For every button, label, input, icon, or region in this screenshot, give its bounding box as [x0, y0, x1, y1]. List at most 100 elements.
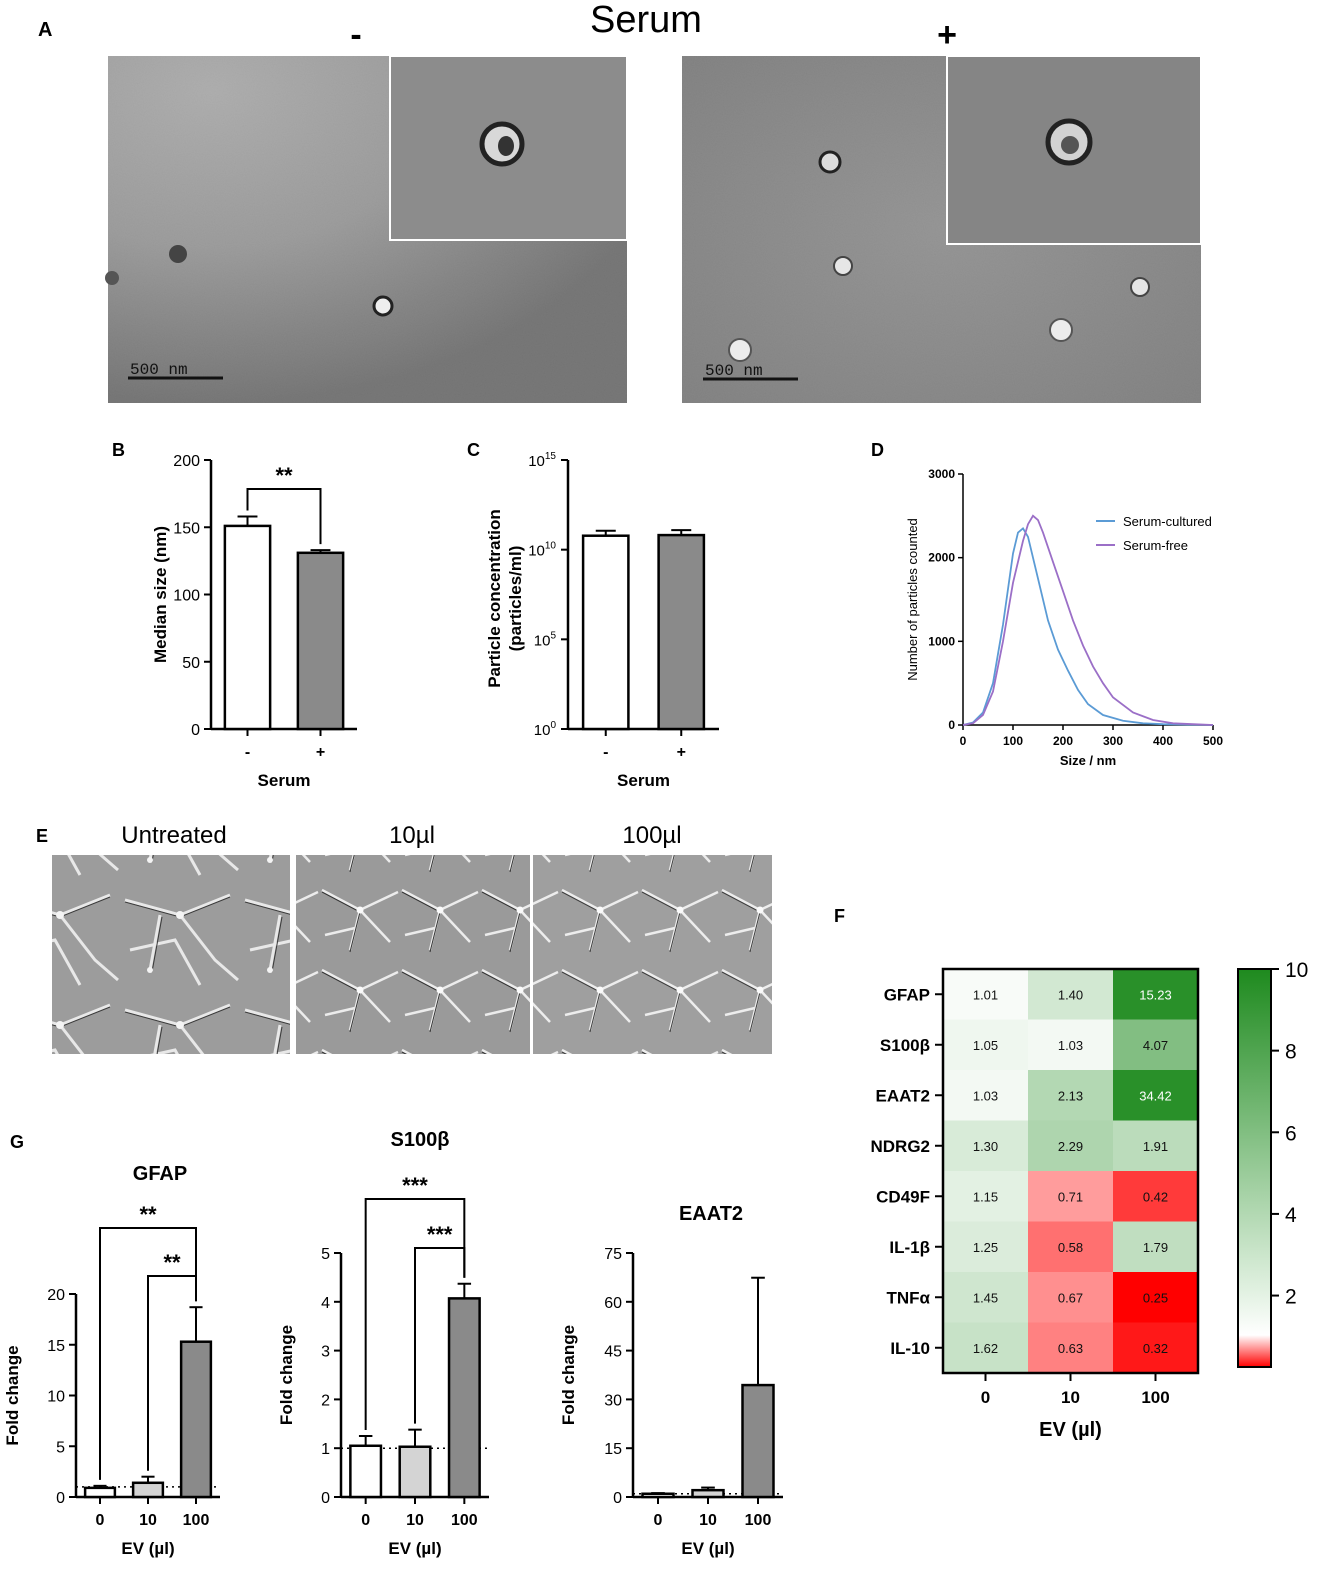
heatmap-cell-label: 15.23 — [1139, 987, 1172, 1002]
heatmap-cell — [1028, 1221, 1113, 1272]
heatmap-cell-label: 1.62 — [973, 1341, 998, 1356]
y-tick-label: 5 — [321, 1246, 330, 1263]
heatmap-cell — [1113, 1322, 1198, 1373]
y-tick-label: 0 — [948, 718, 955, 732]
y-tick-label: 100 — [173, 588, 200, 605]
x-tick-label: - — [245, 744, 250, 761]
panel-e-label-untreated: Untreated — [121, 822, 226, 849]
colorbar-tick-label: 10 — [1285, 959, 1308, 982]
row-label: EAAT2 — [876, 1086, 930, 1105]
significance-bracket — [414, 1247, 466, 1424]
x-tick-label: 400 — [1153, 734, 1173, 748]
heatmap-cell — [943, 1322, 1028, 1373]
heatmap-cell — [943, 969, 1028, 1020]
legend-label: Serum-cultured — [1123, 514, 1212, 529]
y-axis-label: Number of particles counted — [905, 518, 920, 681]
y-tick-label: 1015 — [528, 451, 556, 470]
y-tick-label: 0 — [321, 1490, 330, 1507]
significance-bracket — [364, 1198, 466, 1430]
x-tick-label: 100 — [183, 1512, 210, 1529]
panel-a-minus-label: - — [350, 16, 361, 54]
x-tick-label: 0 — [96, 1512, 105, 1529]
colorbar-tick-label: 2 — [1285, 1286, 1297, 1309]
heatmap-cell-label: 2.13 — [1058, 1088, 1083, 1103]
y-tick-label: 0 — [613, 1490, 622, 1507]
y-tick-exponent: 5 — [550, 630, 556, 641]
y-tick-label: 15 — [604, 1441, 622, 1458]
row-label: TNFα — [887, 1288, 931, 1307]
panel-a: A Serum - + 500 nm — [38, 0, 1202, 403]
x-tick-label: 100 — [451, 1512, 478, 1529]
heatmap-cell-label: 1.79 — [1143, 1240, 1168, 1255]
y-tick-exponent: 15 — [545, 451, 557, 462]
heatmap-cell — [1113, 1019, 1198, 1070]
row-label: NDRG2 — [870, 1137, 930, 1156]
heatmap-cell-label: 1.05 — [973, 1038, 998, 1053]
micrograph-untreated — [52, 855, 290, 1054]
y-tick-label: 105 — [534, 630, 557, 649]
em-image-serum-plus: 500 nm — [682, 55, 1202, 403]
y-tick-label: 150 — [173, 520, 200, 537]
y-tick-label: 5 — [56, 1439, 65, 1456]
x-tick-label: + — [316, 744, 325, 761]
heatmap-cell — [1028, 1019, 1113, 1070]
y-tick-label: 60 — [604, 1295, 622, 1312]
panel-g: G — [10, 1132, 24, 1152]
heatmap-cell-label: 0.71 — [1058, 1189, 1083, 1204]
heatmap-cell-label: 1.30 — [973, 1139, 998, 1154]
column-label: 100 — [1141, 1388, 1169, 1407]
heatmap-cell — [1113, 969, 1198, 1020]
chart-title: EAAT2 — [679, 1203, 743, 1225]
chart-f: F 1.01 1.40 15.23 GFAP 1.05 1.03 4.07 S100β 1.03… — [834, 906, 1308, 1441]
x-tick-label: 10 — [406, 1512, 424, 1529]
y-tick-label: 1 — [321, 1441, 330, 1458]
y-tick-label: 75 — [604, 1246, 622, 1263]
panel-label-f: F — [834, 906, 845, 926]
heatmap-cell-label: 0.58 — [1058, 1240, 1083, 1255]
y-tick-label: 3000 — [928, 467, 955, 481]
x-tick-label: 0 — [654, 1512, 663, 1529]
x-axis-label: Serum — [617, 771, 670, 790]
bar — [741, 1383, 775, 1499]
bar — [131, 1481, 165, 1499]
heatmap-cell — [1028, 1322, 1113, 1373]
y-tick-exponent: 0 — [550, 720, 556, 731]
heatmap-cell — [1113, 1171, 1198, 1222]
x-tick-label: 100 — [745, 1512, 772, 1529]
x-axis-label: EV (µl) — [681, 1539, 734, 1558]
significance-label: ** — [163, 1250, 181, 1275]
heatmap-cell — [943, 1272, 1028, 1323]
y-tick-label: 100 — [534, 720, 557, 739]
panel-a-plus-label: + — [937, 16, 957, 54]
x-tick-label: 0 — [361, 1512, 370, 1529]
heatmap-cell — [1113, 1221, 1198, 1272]
significance-bracket — [99, 1227, 197, 1480]
panel-e-label-100ul: 100µl — [622, 822, 681, 849]
scale-bar-left-label: 500 nm — [130, 361, 188, 379]
y-tick-base: 10 — [534, 632, 551, 649]
bar — [83, 1486, 117, 1499]
y-tick-label: 2000 — [928, 551, 955, 565]
significance-label: *** — [402, 1173, 428, 1198]
chart-b: B 0 50 100 150 200 - + Serum Median size (nm) ** — [112, 440, 357, 790]
heatmap-cell-label: 0.32 — [1143, 1341, 1168, 1356]
panel-label-d: D — [871, 440, 884, 460]
row-label: S100β — [880, 1036, 930, 1055]
heatmap-cell-label: 1.45 — [973, 1290, 998, 1305]
panel-label-g: G — [10, 1132, 24, 1152]
panel-e-label-10ul: 10µl — [389, 822, 435, 849]
significance-label: *** — [427, 1222, 453, 1247]
heatmap-cell-label: 0.63 — [1058, 1341, 1083, 1356]
y-tick-label: 30 — [604, 1392, 622, 1409]
y-axis-label: Median size (nm) — [151, 526, 170, 663]
y-tick-label: 0 — [56, 1490, 65, 1507]
heatmap-cell-label: 0.25 — [1143, 1290, 1168, 1305]
em-inset-left — [389, 55, 628, 241]
x-axis-label: EV (µl) — [388, 1539, 441, 1558]
y-tick-base: 10 — [534, 722, 551, 739]
y-tick-label: 2 — [321, 1392, 330, 1409]
x-tick-label: 10 — [139, 1512, 157, 1529]
colorbar — [1237, 968, 1272, 1368]
heatmap-cell — [943, 1221, 1028, 1272]
